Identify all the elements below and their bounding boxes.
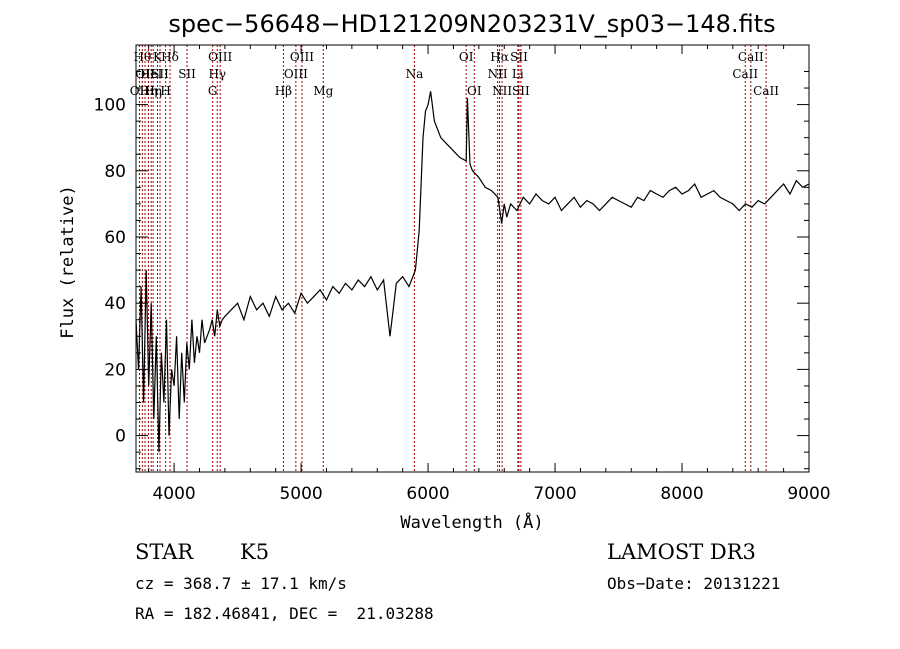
emission-line-label: Hη xyxy=(140,84,158,98)
emission-line-label: Hθ xyxy=(133,50,151,64)
coordinates-text: RA = 182.46841, DEC = 21.03288 xyxy=(135,604,434,623)
line-labels: OIIHθOIIHηHeIHηKSIIHHδSIIGHγOIIIHβOIIIOI… xyxy=(130,50,779,98)
x-tick-label: 9000 xyxy=(787,484,830,504)
y-tick-label: 20 xyxy=(104,360,126,380)
emission-line-label: SII xyxy=(151,67,169,81)
emission-line-label: Hγ xyxy=(208,67,226,81)
x-axis-label: Wavelength (Å) xyxy=(400,511,543,533)
spectrum-line xyxy=(135,91,810,453)
line-markers xyxy=(138,45,767,472)
y-axis: 0 20 40 60 80 100 xyxy=(94,70,809,470)
y-tick-label: 60 xyxy=(104,228,126,248)
x-tick-label: 5000 xyxy=(279,484,322,504)
emission-line-label: HeI xyxy=(140,67,163,81)
emission-line-label: Na xyxy=(406,67,424,81)
emission-line-label: Hδ xyxy=(161,50,179,64)
x-tick-label: 6000 xyxy=(406,484,449,504)
emission-line-label: SII xyxy=(512,84,530,98)
y-tick-label: 80 xyxy=(104,162,126,182)
emission-line-label: Mg xyxy=(313,84,333,98)
emission-line-label: Hη xyxy=(144,84,162,98)
emission-line-label: SII xyxy=(178,67,196,81)
emission-line-label: G xyxy=(208,84,218,98)
emission-line-label: CaII xyxy=(732,67,758,81)
y-tick-label: 40 xyxy=(104,294,126,314)
y-axis-label: Flux (relative) xyxy=(58,185,78,339)
emission-line-label: SII xyxy=(510,50,528,64)
emission-line-label: OI xyxy=(459,50,474,64)
chart-title: spec−56648−HD121209N203231V_sp03−148.fit… xyxy=(168,10,775,38)
x-axis: 4000 5000 6000 7000 8000 9000 xyxy=(148,45,831,504)
emission-line-label: NII xyxy=(488,67,508,81)
emission-line-label: OIII xyxy=(208,50,232,64)
x-tick-label: 7000 xyxy=(533,484,576,504)
survey-name: LAMOST DR3 xyxy=(607,540,756,564)
redshift-text: cz = 368.7 ± 17.1 km/s xyxy=(135,574,347,593)
emission-line-label: Li xyxy=(512,67,524,81)
spectrum-series xyxy=(135,91,810,453)
emission-line-label: OII xyxy=(135,67,155,81)
emission-line-label: OIII xyxy=(290,50,314,64)
plot-frame xyxy=(135,44,810,473)
y-tick-label: 0 xyxy=(115,427,126,447)
emission-line-label: H xyxy=(160,84,170,98)
object-class: STAR xyxy=(135,540,194,564)
object-subclass: K5 xyxy=(240,540,270,564)
emission-line-label: OIII xyxy=(284,67,308,81)
observation-date: Obs−Date: 20131221 xyxy=(607,574,781,593)
emission-line-label: CaII xyxy=(738,50,764,64)
emission-line-label: OI xyxy=(467,84,482,98)
emission-line-label: Hβ xyxy=(275,84,292,98)
y-tick-label: 100 xyxy=(94,96,126,116)
x-tick-label: 4000 xyxy=(152,484,195,504)
emission-line-label: OII xyxy=(130,84,150,98)
emission-line-label: K xyxy=(153,50,163,64)
emission-line-label: CaII xyxy=(753,84,779,98)
emission-line-label: Hα xyxy=(490,50,509,64)
emission-line-label: NII xyxy=(492,84,512,98)
x-tick-label: 8000 xyxy=(660,484,703,504)
